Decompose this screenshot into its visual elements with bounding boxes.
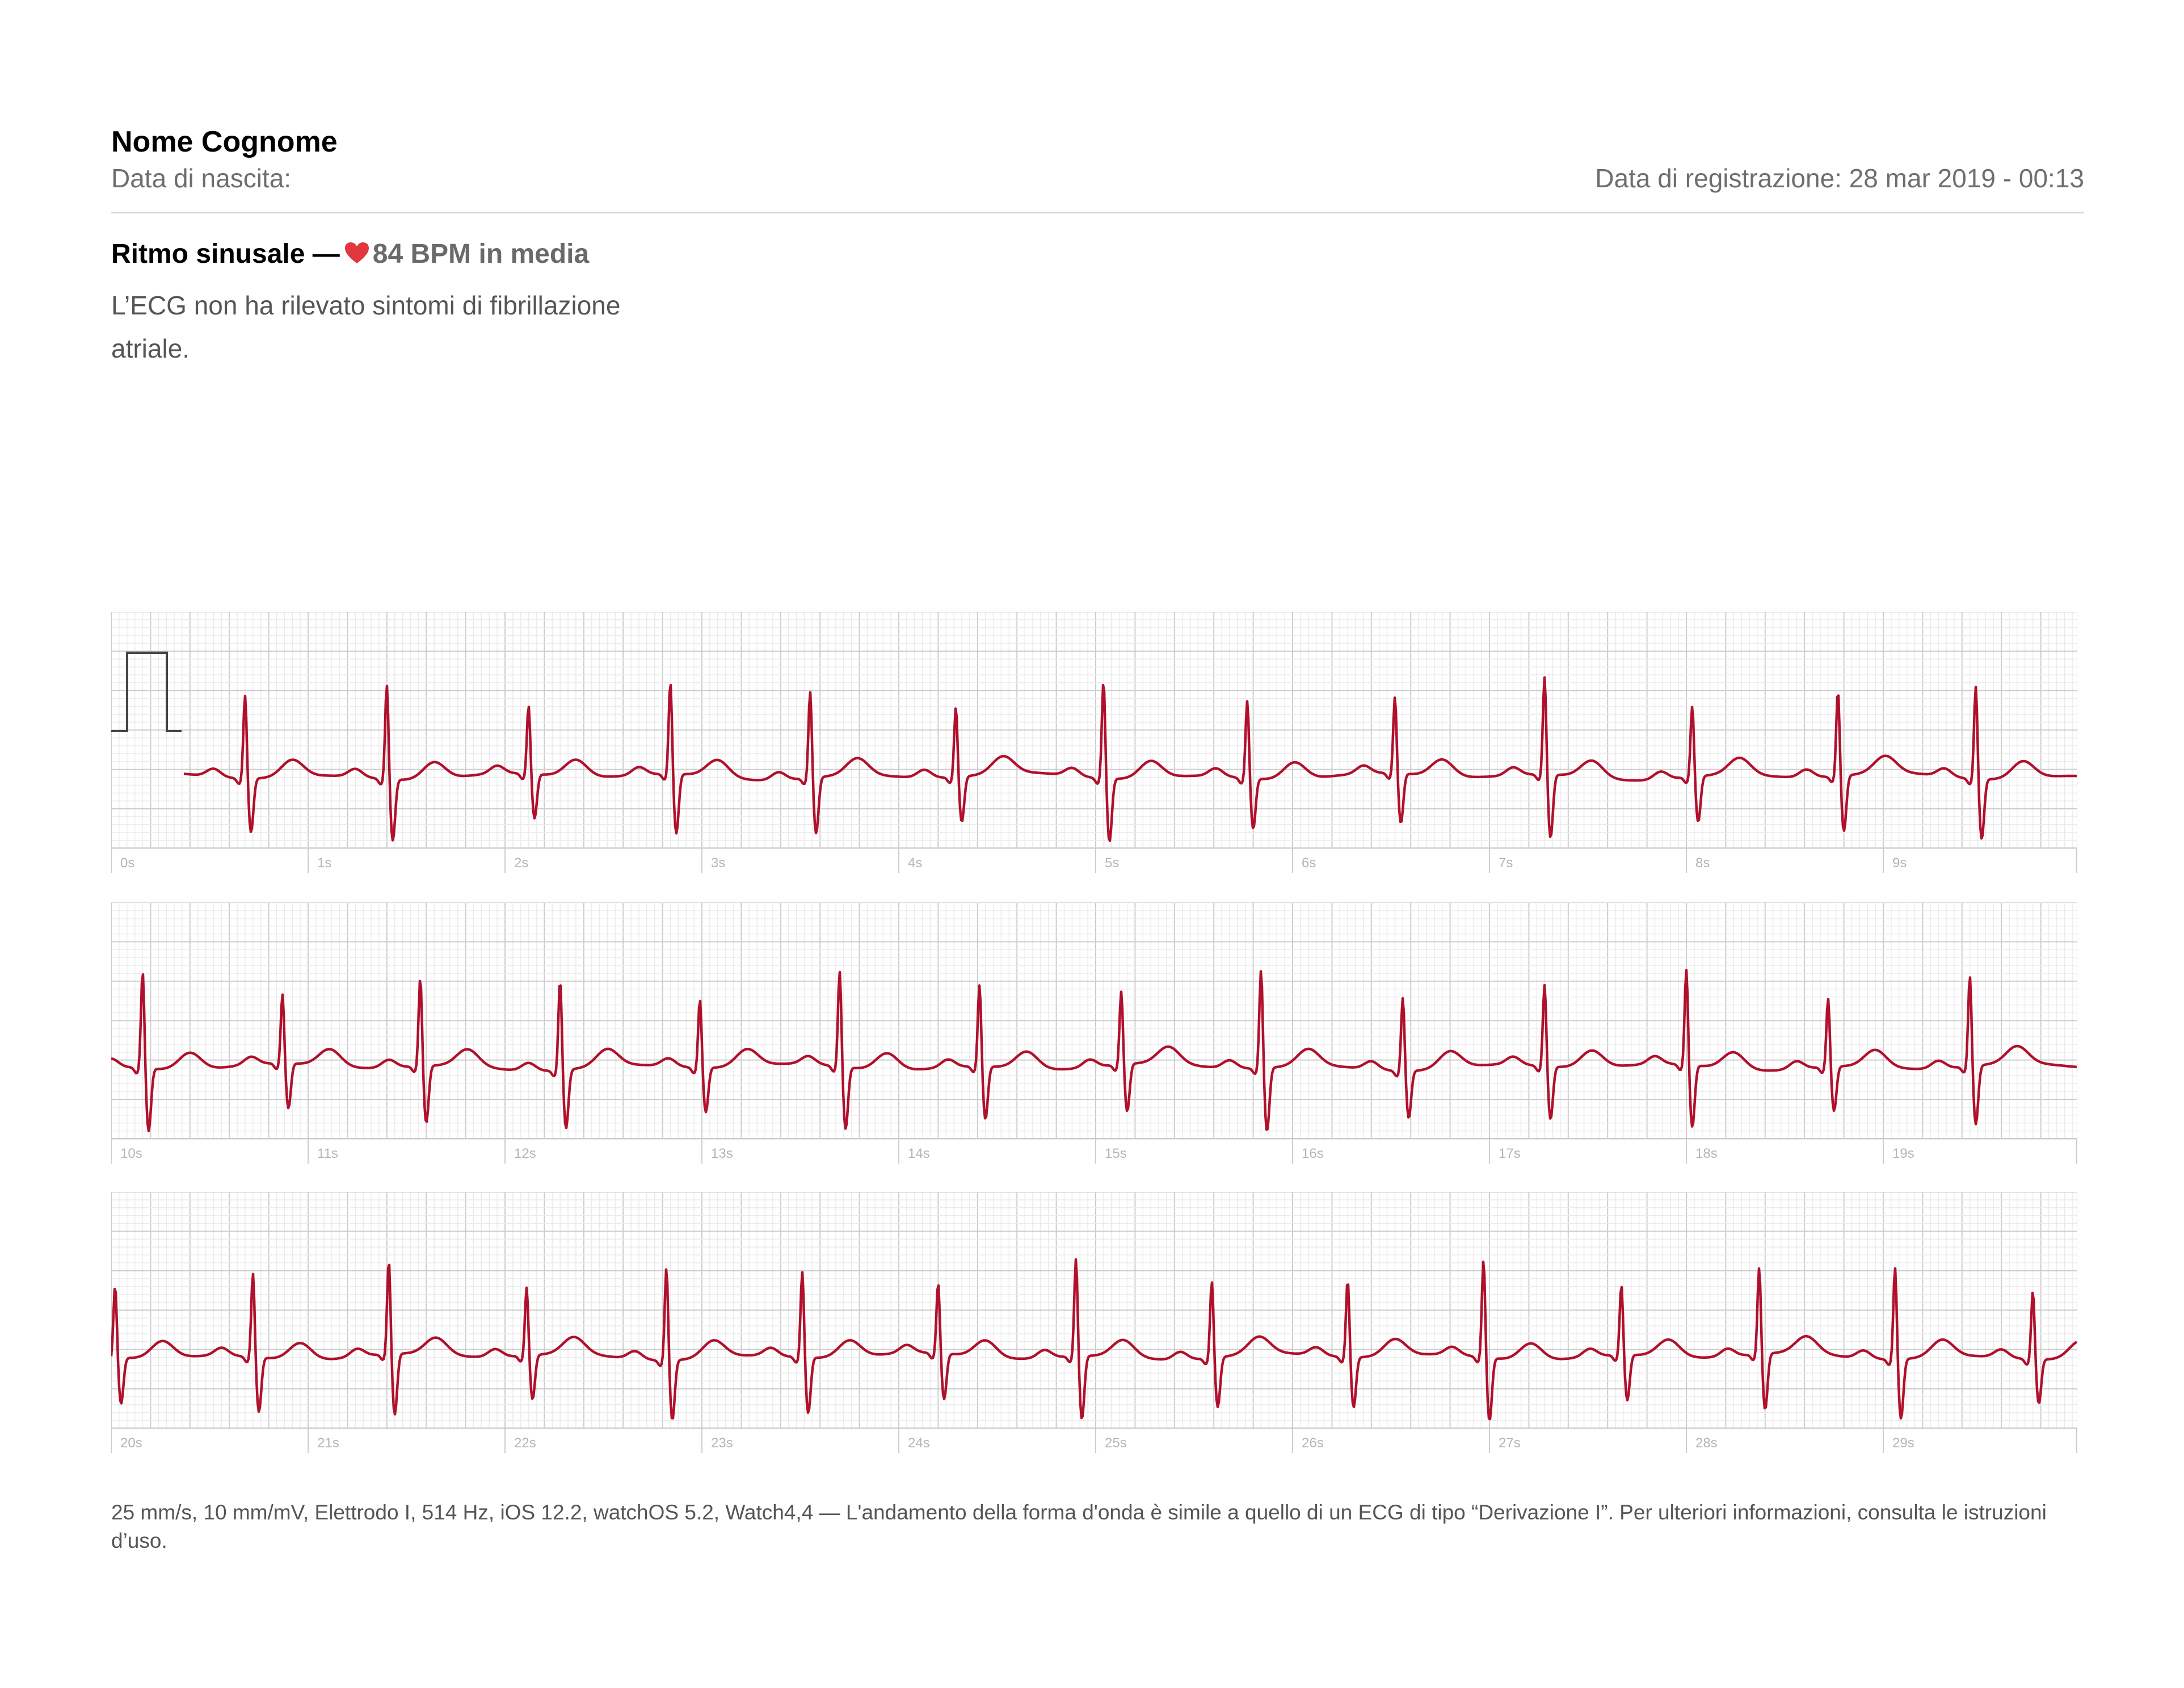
patient-sub-row: Data di nascita: Data di registrazione: …: [111, 160, 2084, 200]
patient-header: Nome Cognome Data di nascita: Data di re…: [111, 124, 2084, 200]
header-divider: [111, 212, 2084, 213]
time-tick-label: 24s: [908, 1435, 930, 1451]
calibration-pulse: [111, 652, 182, 732]
time-tick-label: 21s: [317, 1435, 339, 1451]
ecg-strip-2: 10s 11s 12s 13s 14s 15s 16s 17s 18s 19s: [111, 902, 2077, 1164]
ecg-strip-chart: 10s 11s 12s 13s 14s 15s 16s 17s 18s 19s: [111, 902, 2077, 1164]
ecg-grid: [111, 902, 2077, 1140]
time-tick-label: 23s: [711, 1435, 733, 1451]
time-tick-label: 13s: [711, 1146, 733, 1161]
time-tick-label: 9s: [1892, 855, 1907, 871]
ecg-waveform: [183, 676, 2077, 842]
time-tick-label: 6s: [1302, 855, 1316, 871]
ecg-result: Ritmo sinusale — 84 BPM in media: [111, 236, 589, 272]
time-tick-label: 2s: [514, 855, 528, 871]
time-tick-label: 19s: [1892, 1146, 1914, 1161]
time-tick-label: 26s: [1302, 1435, 1324, 1451]
birth-date-label: Data di nascita:: [111, 163, 292, 193]
time-tick-label: 16s: [1302, 1146, 1324, 1161]
ecg-grid: [111, 612, 2077, 849]
time-tick-label: 22s: [514, 1435, 536, 1451]
time-tick-label: 20s: [120, 1435, 142, 1451]
footer-note: 25 mm/s, 10 mm/mV, Elettrodo I, 514 Hz, …: [111, 1501, 2047, 1552]
time-tick-label: 25s: [1105, 1435, 1127, 1451]
ecg-strip-chart: 0s 1s 2s 3s 4s 5s 6s 7s 8s 9s: [111, 612, 2077, 873]
time-tick-label: 15s: [1105, 1146, 1127, 1161]
time-tick-label: 11s: [317, 1146, 338, 1161]
ecg-grid: [111, 1192, 2077, 1429]
time-tick-label: 29s: [1892, 1435, 1914, 1451]
time-tick-label: 1s: [317, 855, 331, 871]
time-tick-label: 28s: [1695, 1435, 1718, 1451]
time-tick-label: 17s: [1499, 1146, 1521, 1161]
time-tick-label: 7s: [1499, 855, 1513, 871]
heart-icon: [344, 238, 369, 263]
recording-date: Data di registrazione: 28 mar 2019 - 00:…: [1595, 163, 2084, 193]
time-tick-label: 27s: [1499, 1435, 1521, 1451]
ecg-strip-1: 0s 1s 2s 3s 4s 5s 6s 7s 8s 9s: [111, 612, 2077, 873]
time-tick-label: 12s: [514, 1146, 536, 1161]
time-tick-label: 0s: [120, 855, 134, 871]
time-tick-label: 10s: [120, 1146, 142, 1161]
ecg-waveform: [111, 968, 2077, 1132]
ecg-strip-chart: 20s 21s 22s 23s 24s 25s 26s 27s 28s 29s: [111, 1192, 2077, 1453]
time-tick-label: 18s: [1695, 1146, 1718, 1161]
ecg-waveform: [111, 1258, 2077, 1421]
ecg-strip-3: 20s 21s 22s 23s 24s 25s 26s 27s 28s 29s: [111, 1192, 2077, 1453]
time-tick-label: 5s: [1105, 855, 1119, 871]
rhythm-label: Ritmo sinusale —: [111, 239, 340, 269]
time-tick-label: 3s: [711, 855, 725, 871]
time-tick-label: 14s: [908, 1146, 930, 1161]
time-tick-label: 4s: [908, 855, 922, 871]
patient-name: Nome Cognome: [111, 125, 338, 158]
average-bpm: 84 BPM in media: [372, 239, 590, 269]
time-tick-label: 8s: [1695, 855, 1710, 871]
result-description: L’ECG non ha rilevato sintomi di fibrill…: [111, 291, 621, 363]
